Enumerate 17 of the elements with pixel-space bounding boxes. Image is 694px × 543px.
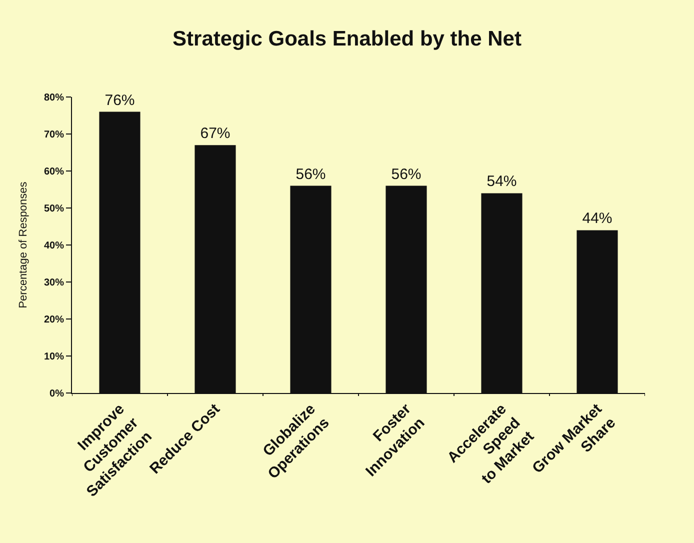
data-label: 76%	[104, 92, 135, 109]
data-label: 54%	[486, 173, 517, 190]
y-tick-label: 70%	[44, 130, 64, 140]
y-tick-label: 80%	[44, 92, 64, 104]
y-tick-label: 20%	[44, 314, 64, 326]
y-tick-label: 40%	[44, 240, 64, 252]
y-tick-label: 60%	[44, 166, 64, 178]
data-label: 56%	[296, 166, 326, 183]
chart-title: Strategic Goals Enabled by the Net	[172, 27, 522, 50]
y-tick-label: 10%	[44, 352, 64, 362]
data-label: 44%	[582, 210, 612, 228]
y-tick-label: 0%	[50, 388, 64, 400]
data-label: 67%	[200, 125, 230, 142]
y-tick-label: 30%	[44, 278, 64, 288]
y-axis-title: Percentage of Responses	[18, 181, 30, 308]
y-tick-label: 50%	[44, 204, 64, 214]
data-label: 56%	[391, 166, 422, 183]
